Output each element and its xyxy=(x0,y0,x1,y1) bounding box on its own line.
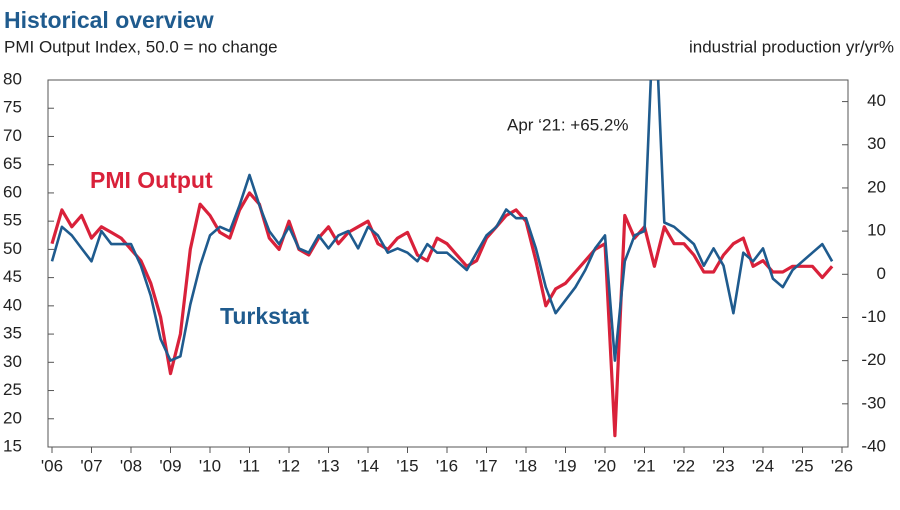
x-tick-label: '15 xyxy=(396,456,418,475)
y-tick-label: 45 xyxy=(3,267,22,286)
y-tick-label: 20 xyxy=(3,408,22,427)
x-tick-label: '16 xyxy=(436,456,458,475)
x-tick-label: '24 xyxy=(752,456,774,475)
y-tick-label: 30 xyxy=(3,352,22,371)
y2-tick-label: 10 xyxy=(867,221,886,240)
y-tick-label: 35 xyxy=(3,324,22,343)
x-tick-label: '20 xyxy=(594,456,616,475)
y-tick-label: 55 xyxy=(3,211,22,230)
x-tick-label: '09 xyxy=(159,456,181,475)
x-tick-label: '18 xyxy=(515,456,537,475)
y-tick-label: 70 xyxy=(3,126,22,145)
y-tick-label: 40 xyxy=(3,295,22,314)
y-tick-label: 15 xyxy=(3,436,22,455)
y-tick-label: 80 xyxy=(3,69,22,88)
x-tick-label: '26 xyxy=(831,456,853,475)
y2-tick-label: -10 xyxy=(861,307,886,326)
x-tick-label: '17 xyxy=(475,456,497,475)
x-tick-label: '12 xyxy=(278,456,300,475)
y2-tick-label: -30 xyxy=(861,393,886,412)
y2-tick-label: -20 xyxy=(861,350,886,369)
y-tick-label: 75 xyxy=(3,98,22,117)
x-tick-label: '07 xyxy=(80,456,102,475)
y-tick-label: 60 xyxy=(3,182,22,201)
y2-tick-label: 20 xyxy=(867,177,886,196)
chart-subtitle: PMI Output Index, 50.0 = no change xyxy=(4,37,278,56)
y2-tick-label: 0 xyxy=(877,264,886,283)
x-tick-label: '19 xyxy=(554,456,576,475)
y-tick-label: 25 xyxy=(3,380,22,399)
x-tick-label: '06 xyxy=(41,456,63,475)
y-tick-label: 50 xyxy=(3,239,22,258)
plot-frame xyxy=(47,79,849,448)
x-tick-label: '13 xyxy=(317,456,339,475)
x-tick-label: '23 xyxy=(712,456,734,475)
x-tick-label: '21 xyxy=(633,456,655,475)
series-line xyxy=(50,191,834,438)
y-tick-label: 65 xyxy=(3,154,22,173)
x-tick-label: '11 xyxy=(239,456,260,475)
y2-tick-label: -40 xyxy=(861,436,886,455)
x-tick-label: '22 xyxy=(673,456,695,475)
x-tick-label: '25 xyxy=(791,456,813,475)
series-label: PMI Output xyxy=(90,167,213,193)
plot-area xyxy=(50,80,834,438)
x-tick-label: '10 xyxy=(199,456,221,475)
series-line xyxy=(50,80,834,362)
x-tick-label: '08 xyxy=(120,456,142,475)
chart-title: Historical overview xyxy=(4,7,214,33)
y2-tick-label: 40 xyxy=(867,91,886,110)
series-label: Turkstat xyxy=(220,303,309,329)
y2-tick-label: 30 xyxy=(867,134,886,153)
y2-axis-label: industrial production yr/yr% xyxy=(689,37,894,56)
annotation: Apr ‘21: +65.2% xyxy=(507,115,628,134)
x-tick-label: '14 xyxy=(357,456,379,475)
